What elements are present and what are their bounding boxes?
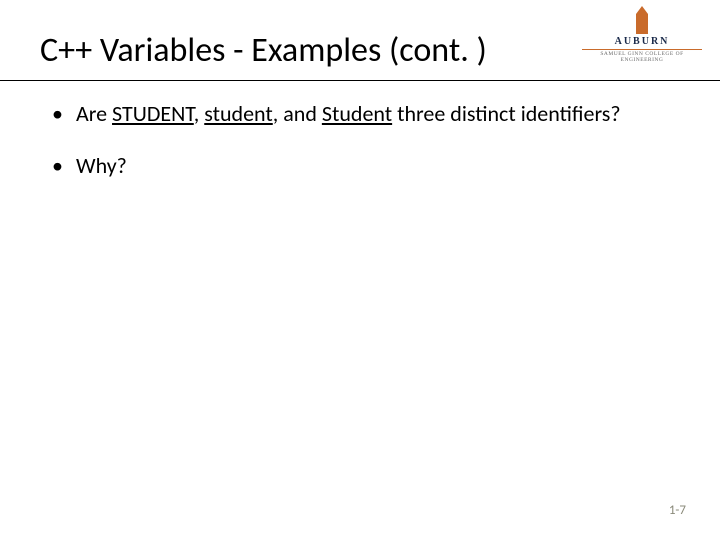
bullet-1-underline-2: student xyxy=(204,100,273,127)
bullet-2-text: Why? xyxy=(76,152,127,179)
slide: AUBURN SAMUEL GINN COLLEGE OF ENGINEERIN… xyxy=(0,0,720,540)
slide-body: Are STUDENT, student, and Student three … xyxy=(52,100,660,203)
bullet-1: Are STUDENT, student, and Student three … xyxy=(52,100,660,128)
bullet-2: Why? xyxy=(52,152,660,180)
slide-title: C++ Variables - Examples (cont. ) xyxy=(40,30,680,71)
bullet-1-text-mid2: , and xyxy=(273,100,322,127)
bullet-1-underline-3: Student xyxy=(322,100,392,127)
bullet-1-text-mid1: , xyxy=(194,100,204,127)
bullet-1-text-pre: Are xyxy=(76,100,112,127)
title-underline xyxy=(0,80,720,81)
bullet-1-text-post: three distinct identifiers? xyxy=(392,100,620,127)
bullet-1-underline-1: STUDENT xyxy=(112,100,194,127)
page-number: 1-7 xyxy=(669,503,686,518)
